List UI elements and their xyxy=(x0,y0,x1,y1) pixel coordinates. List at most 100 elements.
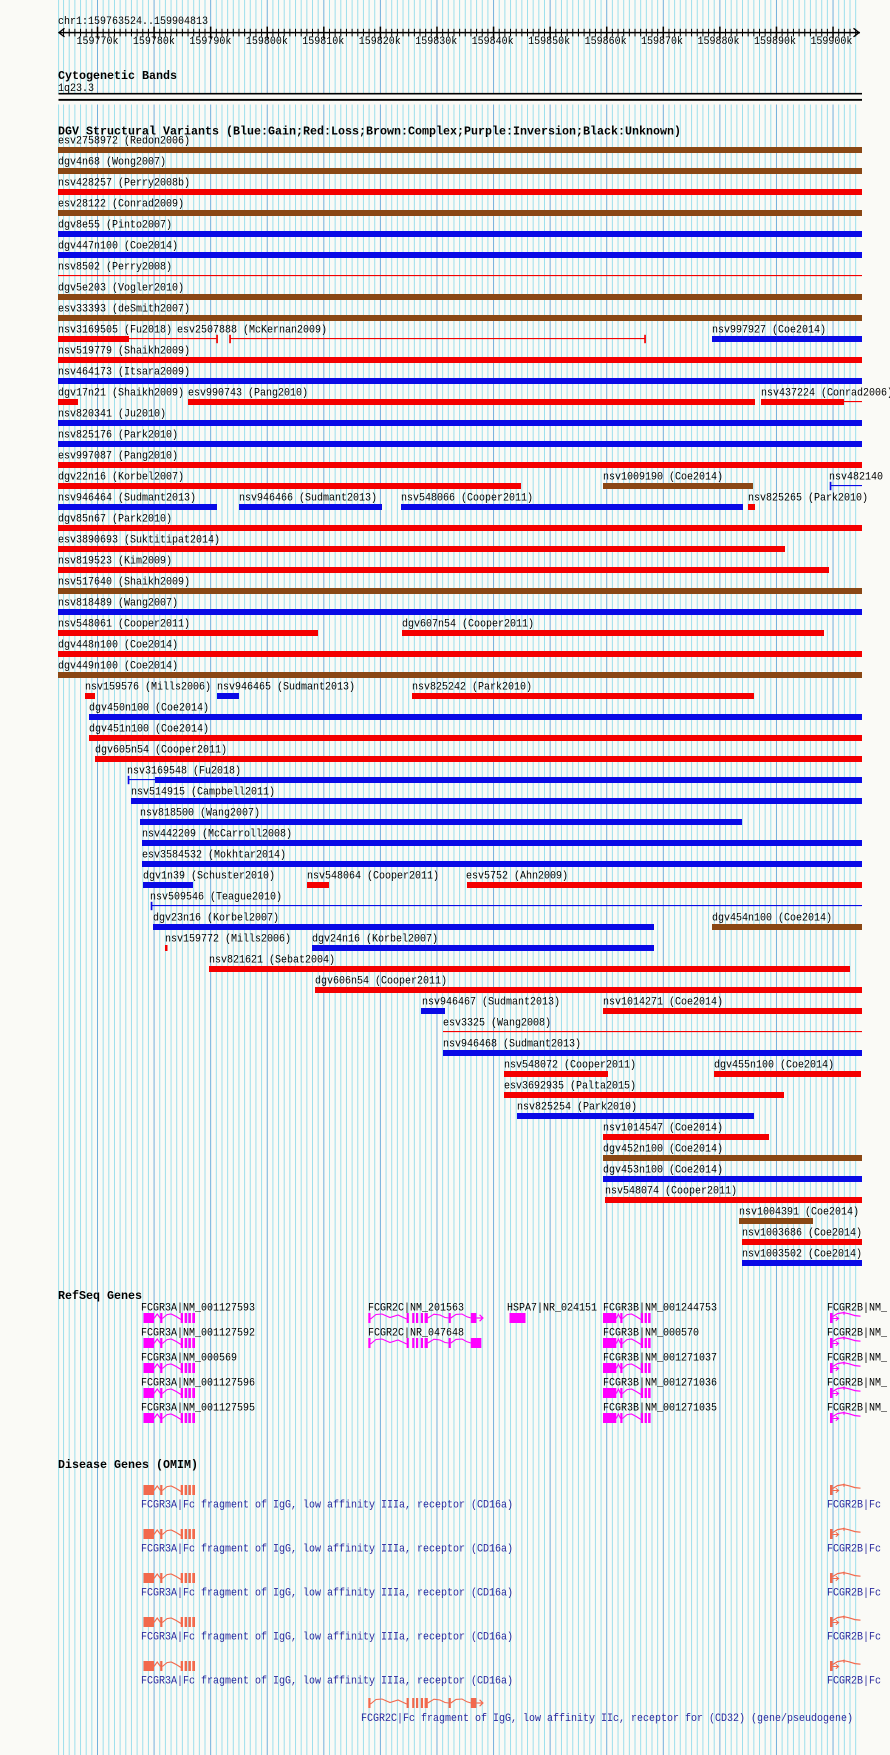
svg-text:esv33393 (deSmith2007): esv33393 (deSmith2007) xyxy=(58,304,190,316)
svg-text:nsv825265 (Park2010): nsv825265 (Park2010) xyxy=(748,493,868,505)
svg-text:esv28122 (Conrad2009): esv28122 (Conrad2009) xyxy=(58,199,184,211)
svg-text:dgv606n54 (Cooper2011): dgv606n54 (Cooper2011) xyxy=(315,976,447,988)
svg-text:dgv448n100 (Coe2014): dgv448n100 (Coe2014) xyxy=(58,640,178,652)
svg-text:esv997087 (Pang2010): esv997087 (Pang2010) xyxy=(58,451,178,463)
svg-text:FCGR2B|NM_: FCGR2B|NM_ xyxy=(827,1378,888,1390)
svg-text:dgv454n100 (Coe2014): dgv454n100 (Coe2014) xyxy=(712,913,832,925)
svg-text:159830k: 159830k xyxy=(415,36,457,48)
svg-text:nsv1009190 (Coe2014): nsv1009190 (Coe2014) xyxy=(603,472,723,484)
svg-text:dgv452n100 (Coe2014): dgv452n100 (Coe2014) xyxy=(603,1144,723,1156)
svg-text:dgv85n67 (Park2010): dgv85n67 (Park2010) xyxy=(58,514,172,526)
svg-text:nsv514915 (Campbell2011): nsv514915 (Campbell2011) xyxy=(131,787,275,799)
svg-text:nsv548066 (Cooper2011): nsv548066 (Cooper2011) xyxy=(401,493,533,505)
svg-text:dgv5e203 (Vogler2010): dgv5e203 (Vogler2010) xyxy=(58,283,184,295)
svg-text:dgv450n100 (Coe2014): dgv450n100 (Coe2014) xyxy=(89,703,209,715)
svg-text:FCGR3A|NM_001127593: FCGR3A|NM_001127593 xyxy=(141,1303,255,1315)
svg-text:FCGR3B|NM_001244753: FCGR3B|NM_001244753 xyxy=(603,1303,717,1315)
svg-text:159780k: 159780k xyxy=(133,36,175,48)
svg-text:dgv4n68 (Wong2007): dgv4n68 (Wong2007) xyxy=(58,157,166,169)
svg-text:esv2758972 (Redon2006): esv2758972 (Redon2006) xyxy=(58,136,190,148)
svg-text:FCGR3A|NM_001127592: FCGR3A|NM_001127592 xyxy=(141,1328,255,1340)
svg-text:nsv1003686 (Coe2014): nsv1003686 (Coe2014) xyxy=(742,1228,862,1240)
svg-text:nsv997927 (Coe2014): nsv997927 (Coe2014) xyxy=(712,325,826,337)
svg-text:FCGR3A|Fc fragment of IgG, low: FCGR3A|Fc fragment of IgG, low affinity … xyxy=(141,1632,513,1644)
svg-text:dgv451n100 (Coe2014): dgv451n100 (Coe2014) xyxy=(89,724,209,736)
svg-text:nsv442209 (McCarroll2008): nsv442209 (McCarroll2008) xyxy=(142,829,292,841)
svg-text:159810k: 159810k xyxy=(302,36,344,48)
svg-text:159800k: 159800k xyxy=(246,36,288,48)
svg-text:FCGR3A|NM_001127595: FCGR3A|NM_001127595 xyxy=(141,1403,255,1415)
svg-text:DGV Structural Variants (Blue:: DGV Structural Variants (Blue:Gain;Red:L… xyxy=(58,125,681,139)
svg-text:Cytogenetic Bands: Cytogenetic Bands xyxy=(58,69,177,83)
svg-text:dgv447n100 (Coe2014): dgv447n100 (Coe2014) xyxy=(58,241,178,253)
svg-text:FCGR3B|NM_000570: FCGR3B|NM_000570 xyxy=(603,1328,699,1340)
svg-text:Disease Genes (OMIM): Disease Genes (OMIM) xyxy=(58,1458,198,1472)
svg-text:nsv1014271 (Coe2014): nsv1014271 (Coe2014) xyxy=(603,997,723,1009)
svg-text:159860k: 159860k xyxy=(585,36,627,48)
svg-text:nsv819523 (Kim2009): nsv819523 (Kim2009) xyxy=(58,556,172,568)
svg-text:nsv1004391 (Coe2014): nsv1004391 (Coe2014) xyxy=(739,1207,859,1219)
svg-text:nsv159772 (Mills2006): nsv159772 (Mills2006) xyxy=(165,934,291,946)
svg-text:esv3890693 (Suktitipat2014): esv3890693 (Suktitipat2014) xyxy=(58,535,220,547)
svg-text:esv5752 (Ahn2009): esv5752 (Ahn2009) xyxy=(466,871,568,883)
svg-text:nsv482140: nsv482140 xyxy=(829,472,883,484)
svg-text:nsv825254 (Park2010): nsv825254 (Park2010) xyxy=(517,1102,637,1114)
svg-text:FCGR2B|Fc: FCGR2B|Fc xyxy=(827,1500,881,1512)
svg-text:159770k: 159770k xyxy=(76,36,118,48)
svg-text:nsv820341 (Ju2010): nsv820341 (Ju2010) xyxy=(58,409,166,421)
svg-text:159790k: 159790k xyxy=(189,36,231,48)
svg-text:dgv455n100 (Coe2014): dgv455n100 (Coe2014) xyxy=(714,1060,834,1072)
svg-text:dgv8e55 (Pinto2007): dgv8e55 (Pinto2007) xyxy=(58,220,172,232)
svg-text:nsv946467 (Sudmant2013): nsv946467 (Sudmant2013) xyxy=(422,997,560,1009)
svg-text:159880k: 159880k xyxy=(698,36,740,48)
svg-text:nsv517640 (Shaikh2009): nsv517640 (Shaikh2009) xyxy=(58,577,190,589)
svg-text:nsv946468 (Sudmant2013): nsv946468 (Sudmant2013) xyxy=(443,1039,581,1051)
svg-text:nsv825176 (Park2010): nsv825176 (Park2010) xyxy=(58,430,178,442)
svg-text:dgv22n16 (Korbel2007): dgv22n16 (Korbel2007) xyxy=(58,472,184,484)
svg-text:FCGR3A|NM_001127596: FCGR3A|NM_001127596 xyxy=(141,1378,255,1390)
svg-text:nsv548074 (Cooper2011): nsv548074 (Cooper2011) xyxy=(605,1186,737,1198)
svg-text:1q23.3: 1q23.3 xyxy=(58,83,94,95)
svg-text:nsv3169548 (Fu2018): nsv3169548 (Fu2018) xyxy=(127,766,241,778)
svg-text:FCGR3A|Fc fragment of IgG, low: FCGR3A|Fc fragment of IgG, low affinity … xyxy=(141,1500,513,1512)
svg-text:FCGR2B|Fc: FCGR2B|Fc xyxy=(827,1632,881,1644)
svg-text:159840k: 159840k xyxy=(472,36,514,48)
svg-text:FCGR2B|Fc: FCGR2B|Fc xyxy=(827,1544,881,1556)
svg-text:FCGR2B|NM_: FCGR2B|NM_ xyxy=(827,1303,888,1315)
svg-text:159900k: 159900k xyxy=(810,36,852,48)
svg-text:dgv605n54 (Cooper2011): dgv605n54 (Cooper2011) xyxy=(95,745,227,757)
svg-text:nsv464173 (Itsara2009): nsv464173 (Itsara2009) xyxy=(58,367,190,379)
svg-text:159850k: 159850k xyxy=(528,36,570,48)
svg-text:FCGR2B|Fc: FCGR2B|Fc xyxy=(827,1588,881,1600)
svg-text:FCGR2B|NM_: FCGR2B|NM_ xyxy=(827,1403,888,1415)
svg-text:nsv8502 (Perry2008): nsv8502 (Perry2008) xyxy=(58,262,172,274)
svg-text:dgv23n16 (Korbel2007): dgv23n16 (Korbel2007) xyxy=(153,913,279,925)
svg-text:chr1:159763524..159904813: chr1:159763524..159904813 xyxy=(58,16,208,28)
svg-text:RefSeq Genes: RefSeq Genes xyxy=(58,1289,142,1303)
svg-text:FCGR3B|NM_001271037: FCGR3B|NM_001271037 xyxy=(603,1353,717,1365)
svg-text:nsv825242 (Park2010): nsv825242 (Park2010) xyxy=(412,682,532,694)
svg-text:HSPA7|NR_024151: HSPA7|NR_024151 xyxy=(507,1303,597,1315)
svg-text:nsv548064 (Cooper2011): nsv548064 (Cooper2011) xyxy=(307,871,439,883)
svg-text:esv3325 (Wang2008): esv3325 (Wang2008) xyxy=(443,1018,551,1030)
svg-text:FCGR3B|NM_001271035: FCGR3B|NM_001271035 xyxy=(603,1403,717,1415)
svg-text:159820k: 159820k xyxy=(359,36,401,48)
svg-text:nsv548061 (Cooper2011): nsv548061 (Cooper2011) xyxy=(58,619,190,631)
svg-text:nsv821621 (Sebat2004): nsv821621 (Sebat2004) xyxy=(209,955,335,967)
svg-text:FCGR2C|NR_047648: FCGR2C|NR_047648 xyxy=(368,1328,464,1340)
svg-text:FCGR3A|NM_000569: FCGR3A|NM_000569 xyxy=(141,1353,237,1365)
svg-text:FCGR2B|Fc: FCGR2B|Fc xyxy=(827,1676,881,1688)
svg-text:nsv519779 (Shaikh2009): nsv519779 (Shaikh2009) xyxy=(58,346,190,358)
svg-text:nsv428257 (Perry2008b): nsv428257 (Perry2008b) xyxy=(58,178,190,190)
svg-text:nsv818489 (Wang2007): nsv818489 (Wang2007) xyxy=(58,598,178,610)
svg-text:dgv453n100 (Coe2014): dgv453n100 (Coe2014) xyxy=(603,1165,723,1177)
svg-text:FCGR3A|Fc fragment of IgG, low: FCGR3A|Fc fragment of IgG, low affinity … xyxy=(141,1676,513,1688)
svg-text:159890k: 159890k xyxy=(754,36,796,48)
svg-text:esv2507888 (McKernan2009): esv2507888 (McKernan2009) xyxy=(177,325,327,337)
svg-text:159870k: 159870k xyxy=(641,36,683,48)
svg-text:esv990743 (Pang2010): esv990743 (Pang2010) xyxy=(188,388,308,400)
svg-text:FCGR2C|NM_201563: FCGR2C|NM_201563 xyxy=(368,1303,464,1315)
svg-text:FCGR3A|Fc fragment of IgG, low: FCGR3A|Fc fragment of IgG, low affinity … xyxy=(141,1544,513,1556)
svg-text:esv3584532 (Mokhtar2014): esv3584532 (Mokhtar2014) xyxy=(142,850,286,862)
svg-text:nsv548072 (Cooper2011): nsv548072 (Cooper2011) xyxy=(504,1060,636,1072)
